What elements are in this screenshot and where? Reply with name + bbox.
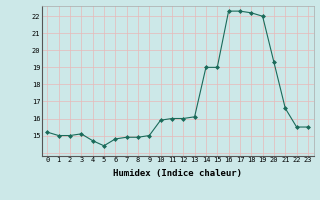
X-axis label: Humidex (Indice chaleur): Humidex (Indice chaleur)	[113, 169, 242, 178]
